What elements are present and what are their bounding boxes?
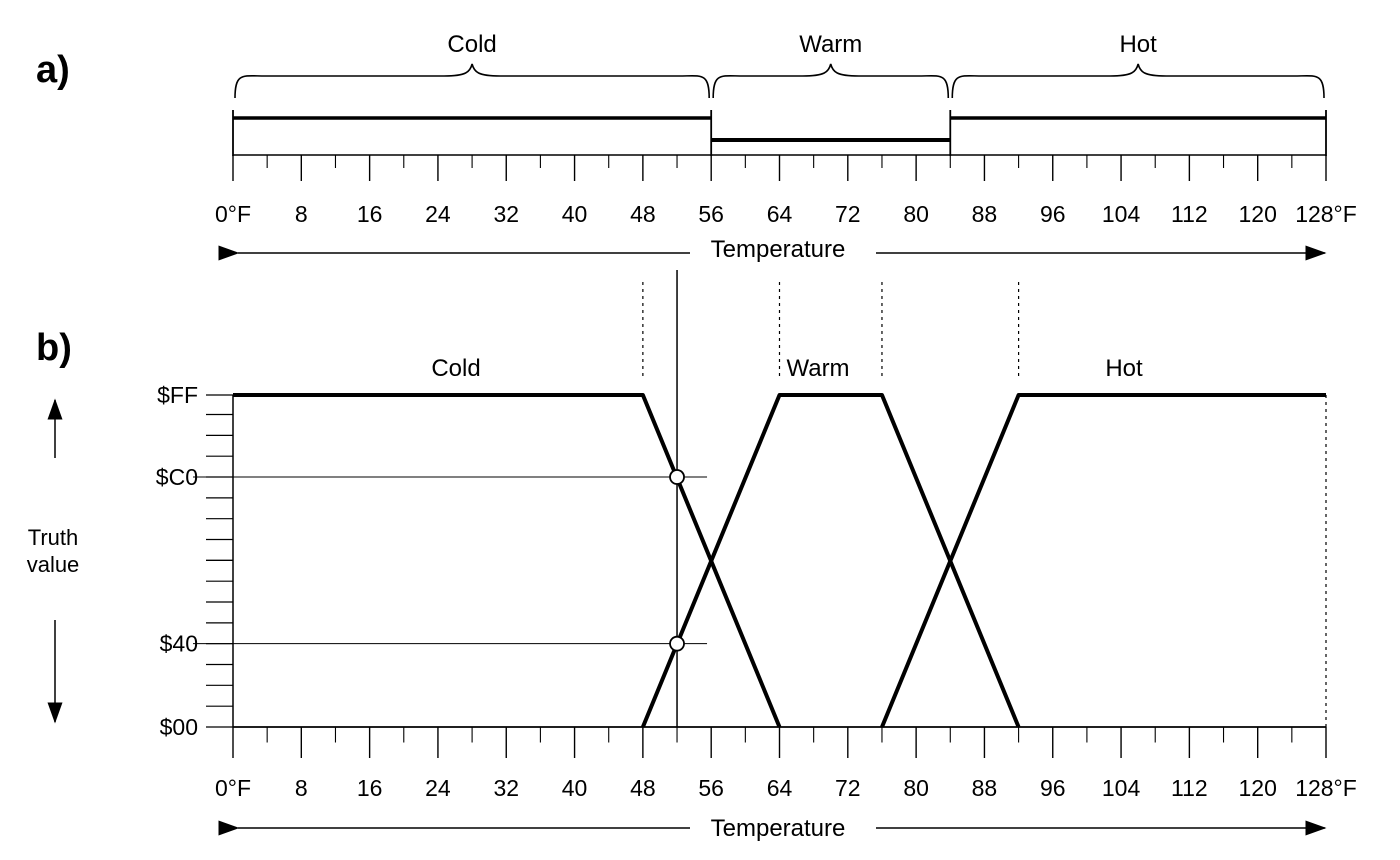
scale-b-tick-label: 56 [698, 775, 724, 801]
scale-a-tick-label: 96 [1040, 201, 1066, 227]
scale-b-tick-label: 72 [835, 775, 861, 801]
panel-a: a) Cold Warm Hot 0°F 8 16 24 32 40 48 56 64 72 80 88 9… [36, 31, 1357, 263]
panel-a-label: a) [36, 49, 70, 91]
scale-a-tick-label: 24 [425, 201, 451, 227]
scale-b-tick-label: 16 [357, 775, 383, 801]
truth-label-line2: value [27, 552, 80, 577]
scale-b-tick-label: 88 [972, 775, 998, 801]
brace-hot [952, 64, 1324, 98]
scale-b-tick-label: 24 [425, 775, 451, 801]
scale-b-tick-label: 128°F [1295, 775, 1357, 801]
membership-labels: Cold Warm Hot [431, 355, 1143, 382]
scale-b-tick-label: 112 [1171, 775, 1208, 801]
scale-b-tick-label: 48 [630, 775, 656, 801]
series-warm [643, 395, 1019, 727]
scale-b-tick-label: 8 [295, 775, 308, 801]
series-label-hot: Hot [1105, 355, 1143, 382]
truth-label-line1: Truth [28, 525, 79, 550]
truth-value-axis: $FF $C0 $40 $00 [156, 382, 233, 740]
scale-a-tick-label: 8 [295, 201, 308, 227]
y-tick-label: $40 [160, 631, 198, 657]
temperature-scale-b: 0°F 8 16 24 32 40 48 56 64 72 80 88 96 104 112 120 128°F [215, 727, 1357, 801]
series-label-warm: Warm [786, 355, 849, 382]
brace-cold [235, 64, 709, 98]
scale-a-tick-label: 128°F [1295, 201, 1357, 227]
scale-a-tick-label: 120 [1239, 201, 1277, 227]
series-hot [882, 395, 1326, 727]
scale-a-tick-label: 80 [903, 201, 929, 227]
guide-lines [193, 270, 1326, 727]
intersection-marker [670, 637, 684, 651]
panel-b-label: b) [36, 327, 72, 369]
scale-b-tick-label: 96 [1040, 775, 1066, 801]
category-bars [233, 110, 1326, 156]
series-label-cold: Cold [431, 355, 480, 382]
scale-a-tick-label: 48 [630, 201, 656, 227]
scale-a-tick-label: 40 [562, 201, 588, 227]
scale-a-tick-label: 104 [1102, 201, 1141, 227]
category-label-warm: Warm [799, 31, 862, 58]
scale-a-tick-label: 0°F [215, 201, 251, 227]
category-label-hot: Hot [1119, 31, 1157, 58]
scale-b-tick-label: 104 [1102, 775, 1141, 801]
scale-a-tick-label: 72 [835, 201, 861, 227]
scale-a-tick-label: 88 [972, 201, 998, 227]
series-cold [233, 395, 780, 727]
scale-b-tick-label: 32 [493, 775, 519, 801]
axis-title-b: Temperature [711, 815, 846, 842]
scale-b-tick-label: 40 [562, 775, 588, 801]
y-tick-label: $00 [160, 714, 198, 740]
scale-a-tick-label: 32 [493, 201, 519, 227]
scale-a-tick-label: 112 [1171, 201, 1208, 227]
category-label-cold: Cold [447, 31, 496, 58]
scale-b-tick-label: 80 [903, 775, 929, 801]
y-tick-label: $C0 [156, 464, 198, 490]
scale-b-tick-label: 0°F [215, 775, 251, 801]
scale-b-tick-label: 120 [1239, 775, 1277, 801]
category-braces: Cold Warm Hot [235, 31, 1324, 98]
membership-functions [233, 395, 1326, 727]
brace-warm [713, 64, 948, 98]
scale-a-tick-label: 56 [698, 201, 724, 227]
scale-a-tick-label: 64 [767, 201, 793, 227]
scale-b-tick-label: 64 [767, 775, 793, 801]
axis-title-a: Temperature [711, 236, 846, 263]
temperature-scale-a: 0°F 8 16 24 32 40 48 56 64 72 80 88 96 104 112 120 128°F [215, 155, 1357, 227]
scale-a-tick-label: 16 [357, 201, 383, 227]
y-tick-label: $FF [157, 382, 198, 408]
intersection-marker [670, 470, 684, 484]
panel-b: b) Truth value $FF$C0$40$00 Cold Warm Hot … [27, 270, 1357, 842]
